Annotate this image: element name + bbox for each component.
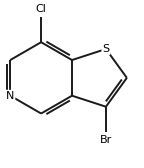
Text: N: N <box>6 91 14 101</box>
Text: S: S <box>102 44 109 54</box>
Text: Cl: Cl <box>36 4 47 14</box>
Text: Br: Br <box>100 135 112 145</box>
